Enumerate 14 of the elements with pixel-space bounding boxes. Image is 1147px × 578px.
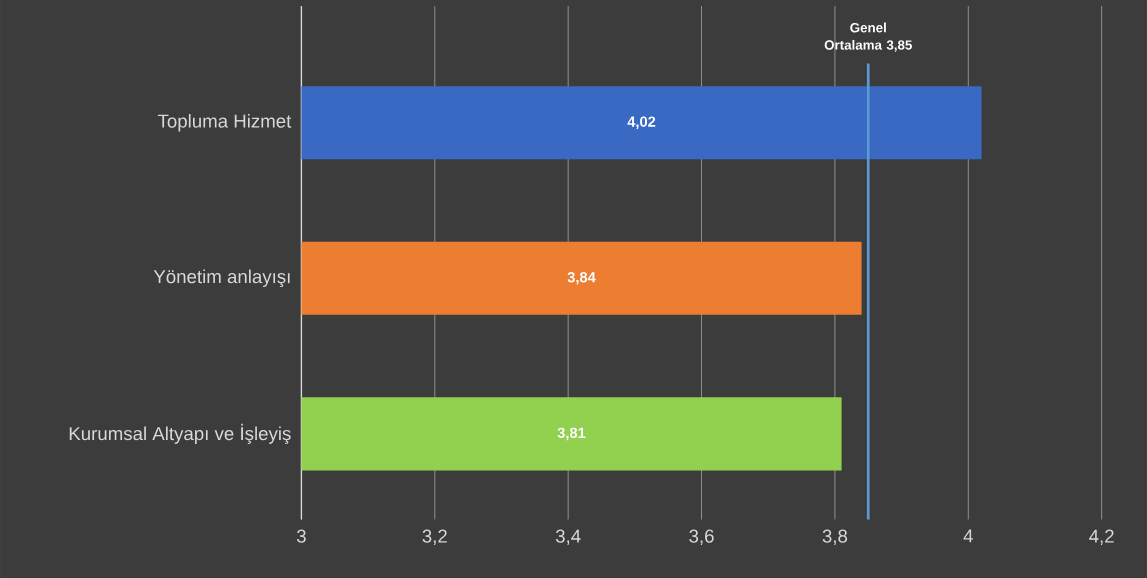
data-label: 4,02 [627, 116, 656, 129]
x-tick-label: 3,4 [555, 529, 581, 545]
x-tick-label: 3,6 [689, 529, 714, 545]
data-label: 3,84 [567, 271, 596, 285]
y-tick-label: Yönetim anlayışı [153, 269, 290, 287]
x-tick-label: 4 [963, 529, 973, 543]
y-tick-label: Topluma Hizmet [157, 113, 292, 132]
ref-line-label: Genel Ortalama 3,85 [824, 22, 912, 52]
data-label: 3,81 [557, 427, 586, 441]
x-tick-label: 3 [296, 529, 306, 543]
y-tick-label: Kurumsal Altyapı ve İşleyiş [69, 423, 291, 444]
x-tick-label: 3,8 [822, 529, 848, 545]
x-tick-label: 4,2 [1089, 529, 1114, 545]
x-tick-label: 3,2 [422, 529, 447, 545]
